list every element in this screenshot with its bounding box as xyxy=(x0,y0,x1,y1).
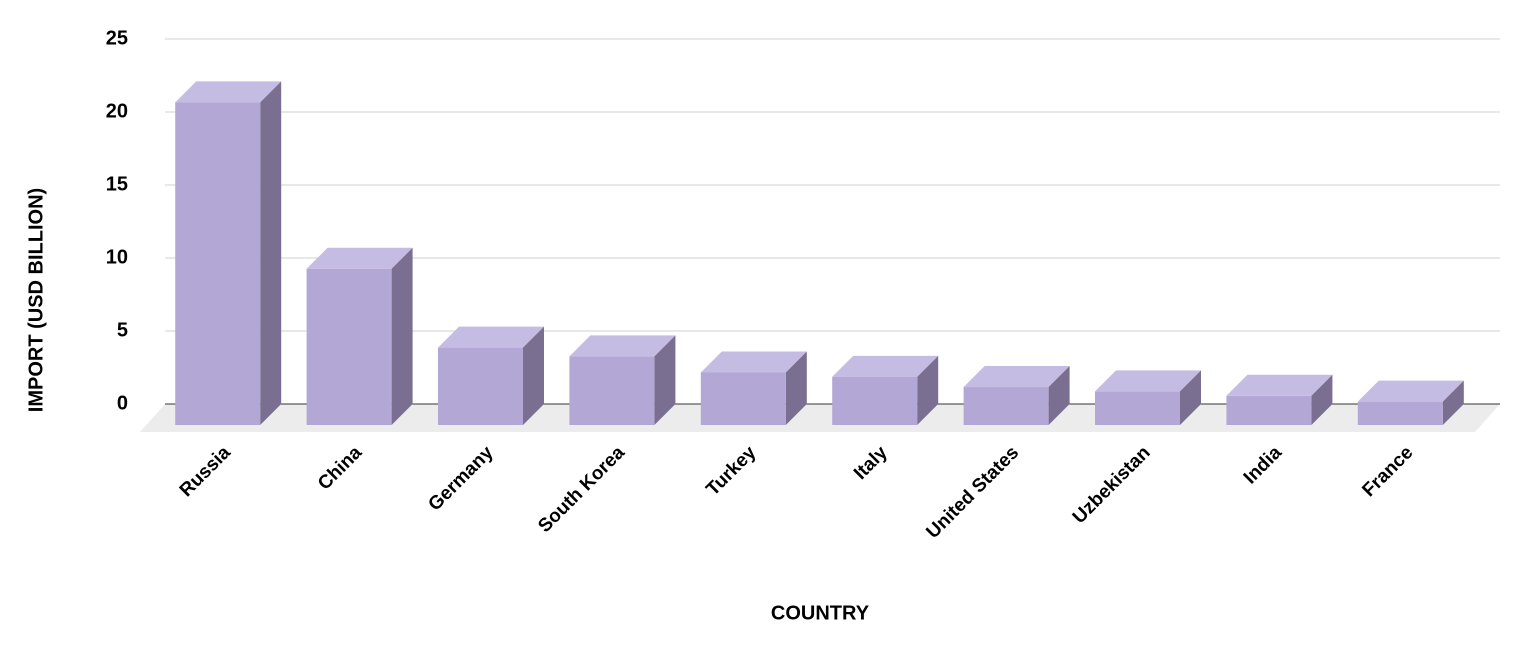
bar xyxy=(175,102,261,425)
bar-side xyxy=(523,326,544,425)
y-tick-label: 0 xyxy=(117,392,128,414)
bar-side xyxy=(785,351,807,425)
bar xyxy=(700,372,786,425)
bar xyxy=(438,347,523,425)
bar xyxy=(569,356,655,425)
bar xyxy=(963,387,1049,425)
x-tick-label: Russia xyxy=(176,442,235,501)
bar-top xyxy=(1226,374,1333,396)
x-tick-label: India xyxy=(1240,442,1287,489)
bar xyxy=(1357,401,1443,425)
bar-side xyxy=(1442,380,1464,425)
bar-side xyxy=(654,335,676,425)
bar xyxy=(1226,395,1312,425)
x-tick-label: United States xyxy=(922,442,1023,543)
y-axis-title: IMPORT (USD BILLION) xyxy=(25,188,47,412)
x-tick-label: Turkey xyxy=(702,442,760,500)
bar-side xyxy=(1048,366,1070,425)
bar-top xyxy=(569,335,676,357)
bar-top xyxy=(175,81,282,103)
bar-top xyxy=(1095,370,1201,392)
bar xyxy=(832,376,918,425)
x-tick-label: China xyxy=(314,442,366,494)
x-tick-label: Italy xyxy=(850,442,892,484)
y-tick-label: 25 xyxy=(106,27,128,49)
y-tick-label: 15 xyxy=(106,173,128,195)
x-tick-label: South Korea xyxy=(534,442,629,537)
x-tick-label: France xyxy=(1358,442,1417,501)
bar-side xyxy=(1180,370,1201,425)
bar-top xyxy=(700,351,807,373)
y-tick-label: 20 xyxy=(106,100,128,122)
x-tick-label: Germany xyxy=(424,442,497,515)
bar-top xyxy=(832,355,939,377)
bar-side xyxy=(391,247,413,425)
bar-top xyxy=(1357,380,1464,402)
bar-side xyxy=(260,81,282,425)
bar-top xyxy=(306,247,413,269)
x-tick-label: Uzbekistan xyxy=(1069,442,1155,528)
y-tick-label: 5 xyxy=(117,319,128,341)
y-tick-label: 10 xyxy=(106,246,128,268)
bar xyxy=(306,268,392,425)
x-axis-title: COUNTRY xyxy=(771,602,870,624)
bar-side xyxy=(917,355,939,425)
bar-side xyxy=(1311,374,1333,425)
bar-top xyxy=(438,326,544,348)
bar xyxy=(1095,391,1180,425)
bar-top xyxy=(963,366,1070,388)
